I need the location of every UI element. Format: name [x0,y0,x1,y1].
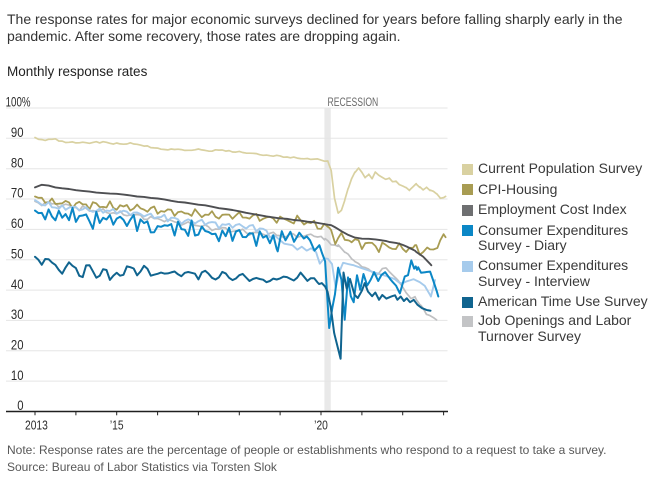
svg-text:2013: 2013 [25,420,48,433]
svg-text:40: 40 [11,277,24,292]
svg-text:0: 0 [17,398,23,413]
svg-text:20: 20 [11,338,24,353]
svg-text:RECESSION: RECESSION [328,97,379,109]
svg-text:100%: 100% [6,95,31,110]
svg-text:60: 60 [11,216,24,231]
svg-text:10: 10 [11,368,24,383]
svg-text:’20: ’20 [314,420,328,433]
svg-text:80: 80 [11,155,24,170]
svg-text:90: 90 [11,125,24,140]
svg-text:’15: ’15 [110,420,124,433]
svg-text:30: 30 [11,307,24,322]
svg-text:50: 50 [11,246,24,261]
svg-text:70: 70 [11,186,24,201]
